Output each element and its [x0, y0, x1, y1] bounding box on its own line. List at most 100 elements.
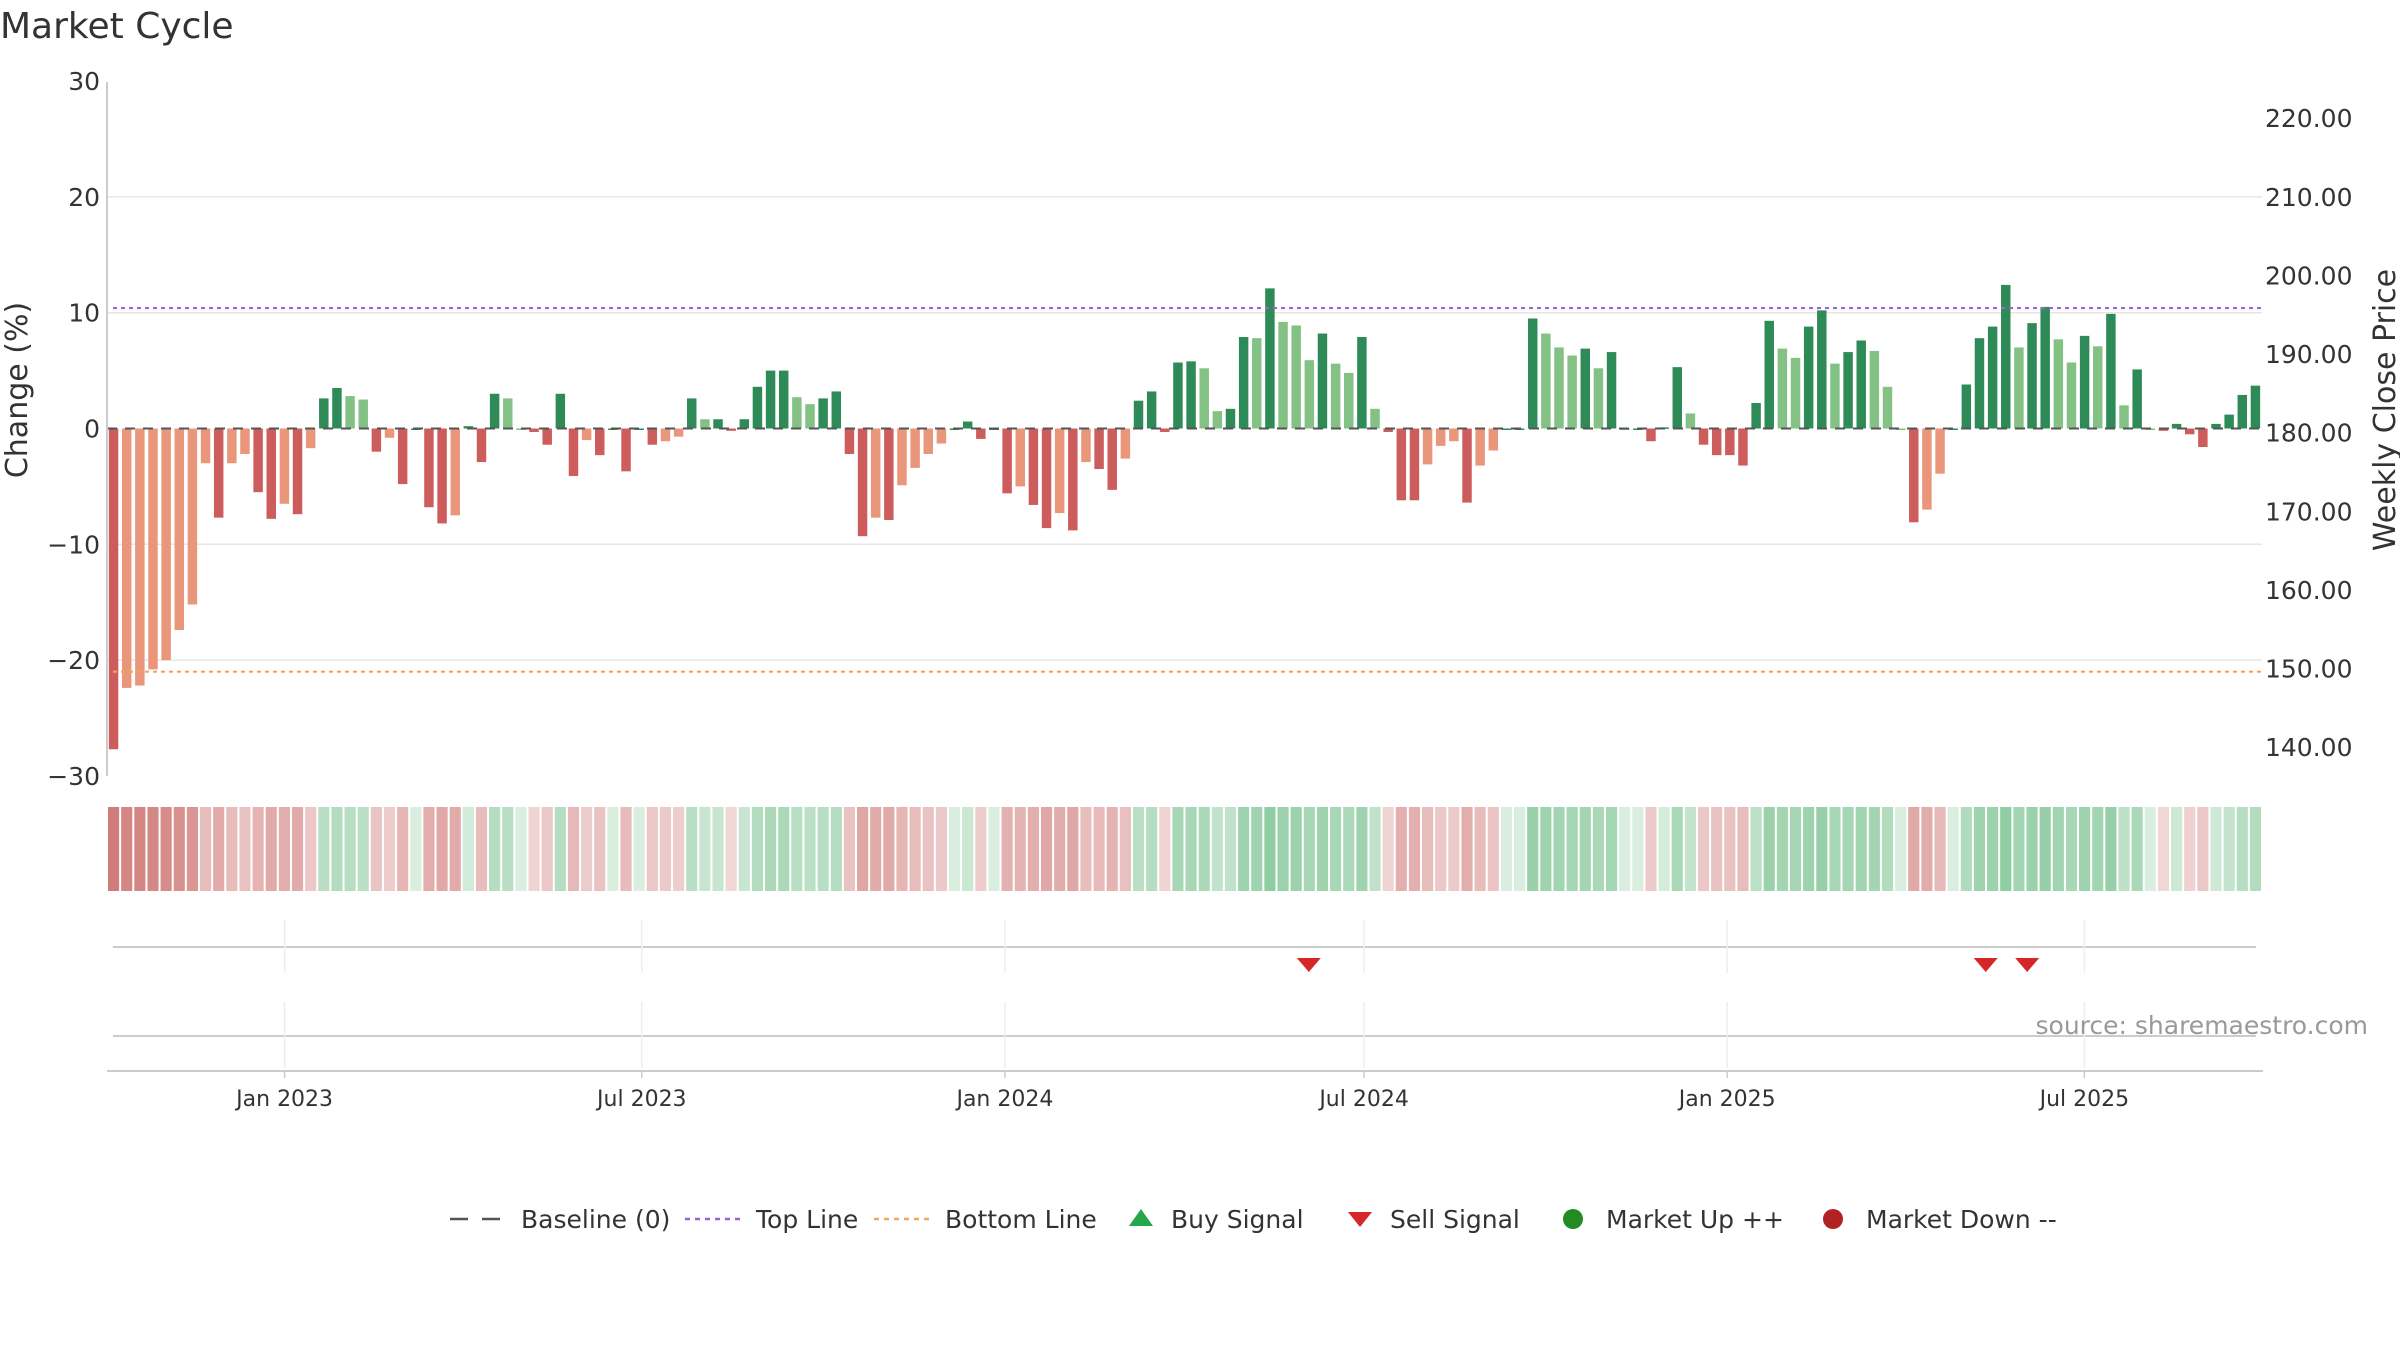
bar	[187, 428, 198, 605]
bar	[1291, 325, 1301, 429]
heat-cell	[594, 807, 606, 891]
x-tick-label: Jan 2023	[234, 1087, 333, 1112]
bar	[2093, 346, 2103, 429]
heat-cell	[1487, 807, 1499, 891]
x-tick-label: Jan 2025	[1677, 1087, 1776, 1112]
heat-cell	[1697, 807, 1710, 891]
bar	[1987, 326, 1998, 429]
bar	[647, 428, 658, 445]
bar	[1120, 428, 1131, 459]
heat-cell	[1645, 807, 1657, 891]
heat-cell	[2026, 807, 2038, 891]
heat-cell	[581, 807, 593, 891]
bar	[1238, 337, 1249, 429]
heat-cell	[2197, 807, 2209, 891]
heat-cell	[475, 807, 488, 891]
bar	[976, 428, 986, 439]
heat-cell	[1776, 807, 1788, 891]
heat-cell	[817, 807, 829, 891]
heat-cell	[1973, 807, 1986, 891]
bar	[2014, 347, 2024, 429]
heat-cell	[909, 807, 921, 891]
heat-cell	[2144, 807, 2156, 891]
heat-cell	[134, 807, 146, 891]
heat-cell	[318, 807, 330, 891]
bar	[1068, 428, 1078, 531]
heat-cell	[2039, 807, 2051, 891]
heat-cell	[397, 807, 409, 891]
heat-cell	[725, 807, 737, 891]
bar	[765, 370, 776, 429]
bar	[923, 428, 933, 454]
heat-cell	[1671, 807, 1683, 891]
heat-cell	[2236, 807, 2248, 891]
heat-cell	[1829, 807, 1841, 891]
bar	[1725, 428, 1735, 456]
y-left-tick-label: −20	[47, 646, 100, 675]
heat-cell	[2184, 807, 2196, 891]
bar	[279, 428, 290, 504]
y-left-tick-label: −30	[47, 762, 100, 791]
bar	[568, 428, 579, 476]
bar	[621, 428, 631, 472]
bar	[503, 398, 513, 429]
bar	[687, 398, 697, 429]
y-right-tick-label: 190.00	[2265, 340, 2352, 369]
bar	[2237, 394, 2248, 429]
heat-cell	[883, 807, 895, 891]
bar	[1869, 350, 1880, 429]
bar	[1409, 428, 1420, 501]
bar	[1449, 428, 1459, 442]
heat-cell	[1514, 807, 1526, 891]
heat-cell	[1395, 807, 1407, 891]
heat-cell	[922, 807, 934, 891]
bar	[2158, 428, 2169, 431]
bar	[1383, 428, 1393, 432]
sell-signal-marker	[2015, 958, 2040, 972]
heat-cell	[1763, 807, 1775, 891]
axes: 30 20 10 0 −10 −20 −30 220.00 210.00 200.00 190.00…	[47, 67, 2352, 791]
bar	[1475, 428, 1485, 466]
heat-cell	[1027, 807, 1039, 891]
heat-cell	[2249, 807, 2261, 891]
bar	[1830, 363, 1840, 429]
bar	[227, 428, 237, 464]
heat-cell	[1422, 807, 1434, 891]
legend-item: Market Up ++	[1563, 1205, 1784, 1234]
bar	[516, 428, 526, 430]
heat-cell	[738, 807, 750, 891]
heat-cell	[449, 807, 461, 891]
bar	[332, 387, 342, 429]
bar	[1002, 428, 1012, 494]
bar	[1935, 428, 1945, 474]
heat-cell	[252, 807, 264, 891]
heat-cell	[1080, 807, 1092, 891]
heat-cell	[147, 807, 159, 891]
heat-cell	[1474, 807, 1486, 891]
heat-cell	[2079, 807, 2091, 891]
bar	[1028, 428, 1039, 505]
heat-cell	[765, 807, 777, 891]
heat-cell	[712, 807, 724, 891]
legend-label: Buy Signal	[1171, 1205, 1304, 1234]
heat-cell	[436, 807, 448, 891]
sell-signal-marker	[1296, 958, 1321, 972]
legend-label: Baseline (0)	[521, 1205, 670, 1234]
heat-cell	[528, 807, 540, 891]
bar	[1790, 357, 1801, 429]
bar	[1146, 391, 1157, 429]
bar	[1317, 333, 1328, 429]
heat-cell	[1343, 807, 1355, 891]
source-label: source: sharemaestro.com	[2036, 1011, 2369, 1040]
bar	[1344, 372, 1354, 429]
heat-cell	[1881, 807, 1894, 891]
bar	[792, 397, 802, 429]
heat-cell	[1119, 807, 1131, 891]
heat-cell	[1816, 807, 1828, 891]
cycle-heat-strip	[108, 807, 2261, 891]
bar	[450, 428, 460, 516]
heat-cell	[108, 807, 120, 891]
heat-cell	[1408, 807, 1421, 891]
heat-cell	[935, 807, 947, 891]
legend-swatch	[1348, 1212, 1372, 1227]
